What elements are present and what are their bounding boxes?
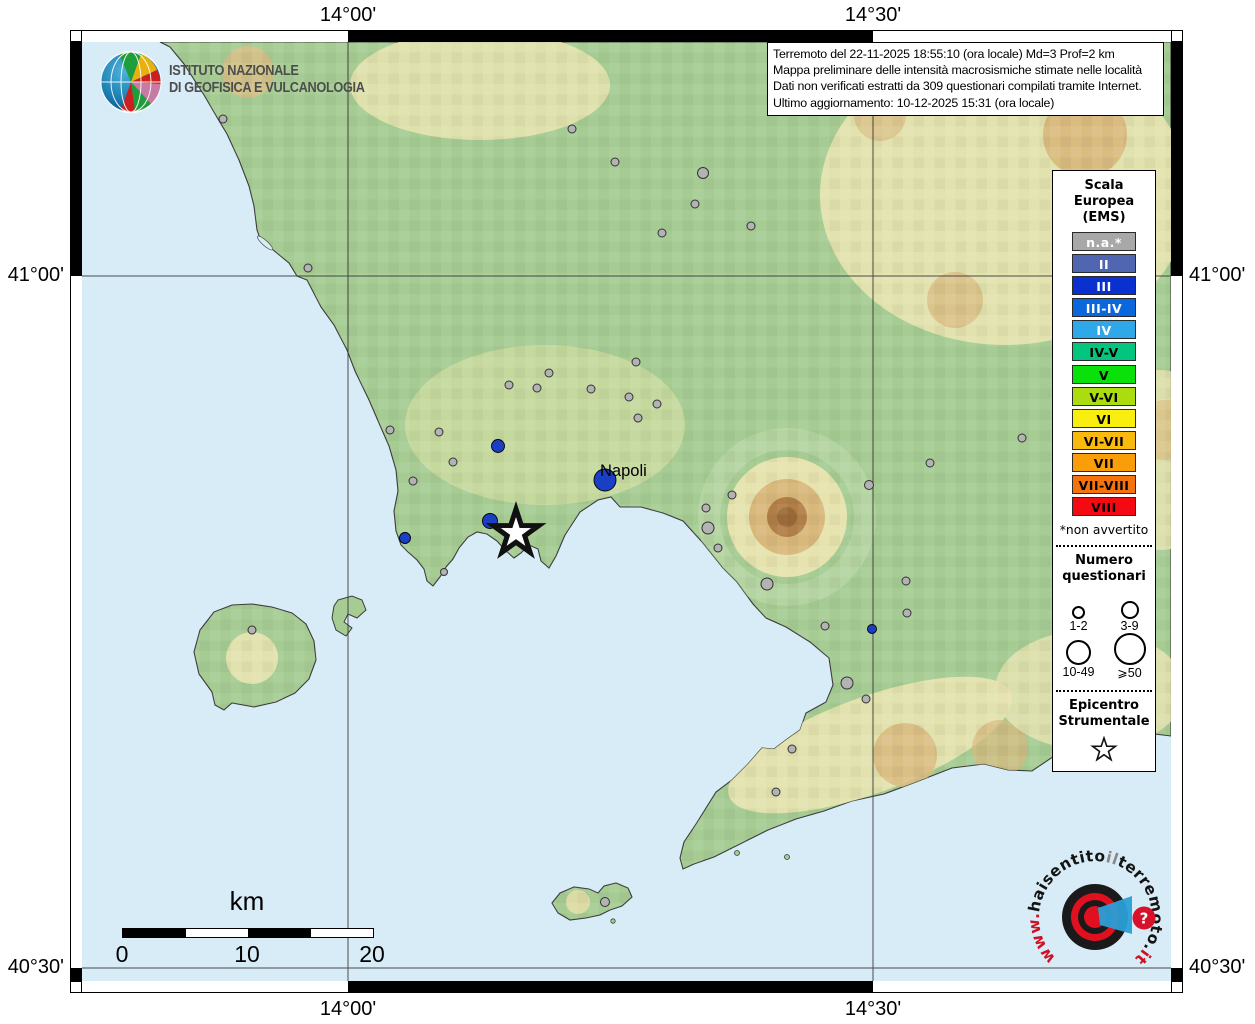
frame-segment bbox=[70, 42, 82, 276]
intensity-chip: III bbox=[1072, 276, 1136, 295]
svg-text:?: ? bbox=[1140, 910, 1149, 928]
size-legend-item: 3-9 bbox=[1104, 589, 1155, 633]
info-line: Dati non verificati estratti da 309 ques… bbox=[773, 78, 1158, 94]
info-line: Mappa preliminare delle intensità macros… bbox=[773, 62, 1158, 78]
legend-divider bbox=[1056, 690, 1152, 692]
axis-label-left: 40°30' bbox=[0, 956, 64, 979]
axis-label-bottom: 14°00' bbox=[320, 998, 376, 1021]
axis-label-top: 14°00' bbox=[320, 4, 376, 27]
questionnaire-legend-title: Numero questionari bbox=[1053, 553, 1155, 585]
legend-title: Scala Europea (EMS) bbox=[1053, 178, 1155, 226]
question-icon: ? bbox=[1133, 907, 1156, 930]
frame-segment bbox=[1171, 42, 1183, 276]
map-canvas: Napoli bbox=[82, 42, 1171, 981]
intensity-scale: n.a.*IIIIIIII-IVIVIV-VVV-VIVIVI-VIIVIIVI… bbox=[1053, 232, 1155, 516]
intensity-chip: IV bbox=[1072, 320, 1136, 339]
intensity-chip: II bbox=[1072, 254, 1136, 273]
epicenter-legend bbox=[1053, 734, 1155, 768]
info-line: Ultimo aggiornamento: 10-12-2025 15:31 (… bbox=[773, 95, 1158, 111]
size-circle bbox=[1066, 640, 1091, 665]
axis-label-bottom: 14°30' bbox=[845, 998, 901, 1021]
axis-label-right: 41°00' bbox=[1189, 264, 1245, 287]
axis-label-right: 40°30' bbox=[1189, 956, 1245, 979]
size-circle bbox=[1114, 633, 1146, 665]
intensity-chip: III-IV bbox=[1072, 298, 1136, 317]
intensity-chip: VI bbox=[1072, 409, 1136, 428]
size-circle bbox=[1072, 606, 1085, 619]
scale-bar bbox=[122, 928, 374, 938]
size-circle bbox=[1121, 601, 1139, 619]
earthquake-info-box: Terremoto del 22-11-2025 18:55:10 (ora l… bbox=[767, 42, 1164, 116]
frame-corner bbox=[70, 981, 82, 993]
intensity-chip: V-VI bbox=[1072, 387, 1136, 406]
intensity-chip: VI-VII bbox=[1072, 431, 1136, 450]
size-legend-item: 10-49 bbox=[1053, 635, 1104, 680]
macroseismic-map-page: { "header": { "info_box_lines": [ "Terre… bbox=[0, 0, 1255, 1024]
napoli-label: Napoli bbox=[600, 462, 647, 480]
info-line: Terremoto del 22-11-2025 18:55:10 (ora l… bbox=[773, 46, 1158, 62]
intensity-chip: VII bbox=[1072, 453, 1136, 472]
scale-tick-label: 0 bbox=[116, 941, 129, 968]
intensity-chip: n.a.* bbox=[1072, 232, 1136, 251]
size-legend-item: 1-2 bbox=[1053, 589, 1104, 633]
haisentitoilterremoto-watermark: www.haisentitoilterremoto.it ? bbox=[1013, 833, 1183, 991]
legend-footnote: *non avvertito bbox=[1053, 523, 1155, 537]
frame-corner bbox=[70, 30, 82, 42]
ingv-logo-text: ISTITUTO NAZIONALE DI GEOFISICA E VULCAN… bbox=[169, 63, 365, 97]
epicenter-legend-title: Epicentro Strumentale bbox=[1053, 698, 1155, 730]
legend-box: Scala Europea (EMS) n.a.*IIIIIIII-IVIVIV… bbox=[1052, 170, 1156, 772]
frame-segment bbox=[348, 981, 873, 993]
scale-tick-label: 10 bbox=[234, 941, 260, 968]
frame-corner bbox=[1171, 30, 1183, 42]
frame-segment bbox=[70, 968, 82, 981]
size-legend-item: ⩾50 bbox=[1104, 635, 1155, 680]
intensity-chip: VIII bbox=[1072, 497, 1136, 516]
scale-unit-label: km bbox=[230, 886, 265, 917]
intensity-chip: V bbox=[1072, 365, 1136, 384]
legend-divider bbox=[1056, 545, 1152, 547]
ingv-logo: ISTITUTO NAZIONALE DI GEOFISICA E VULCAN… bbox=[96, 48, 391, 112]
scale-tick-label: 20 bbox=[359, 941, 385, 968]
intensity-chip: IV-V bbox=[1072, 342, 1136, 361]
questionnaire-size-legend: 1-23-910-49⩾50 bbox=[1053, 589, 1155, 682]
star-icon bbox=[1089, 734, 1119, 764]
frame-segment bbox=[348, 30, 873, 42]
axis-label-top: 14°30' bbox=[845, 4, 901, 27]
intensity-chip: VII-VIII bbox=[1072, 475, 1136, 494]
axis-label-left: 41°00' bbox=[0, 264, 64, 287]
